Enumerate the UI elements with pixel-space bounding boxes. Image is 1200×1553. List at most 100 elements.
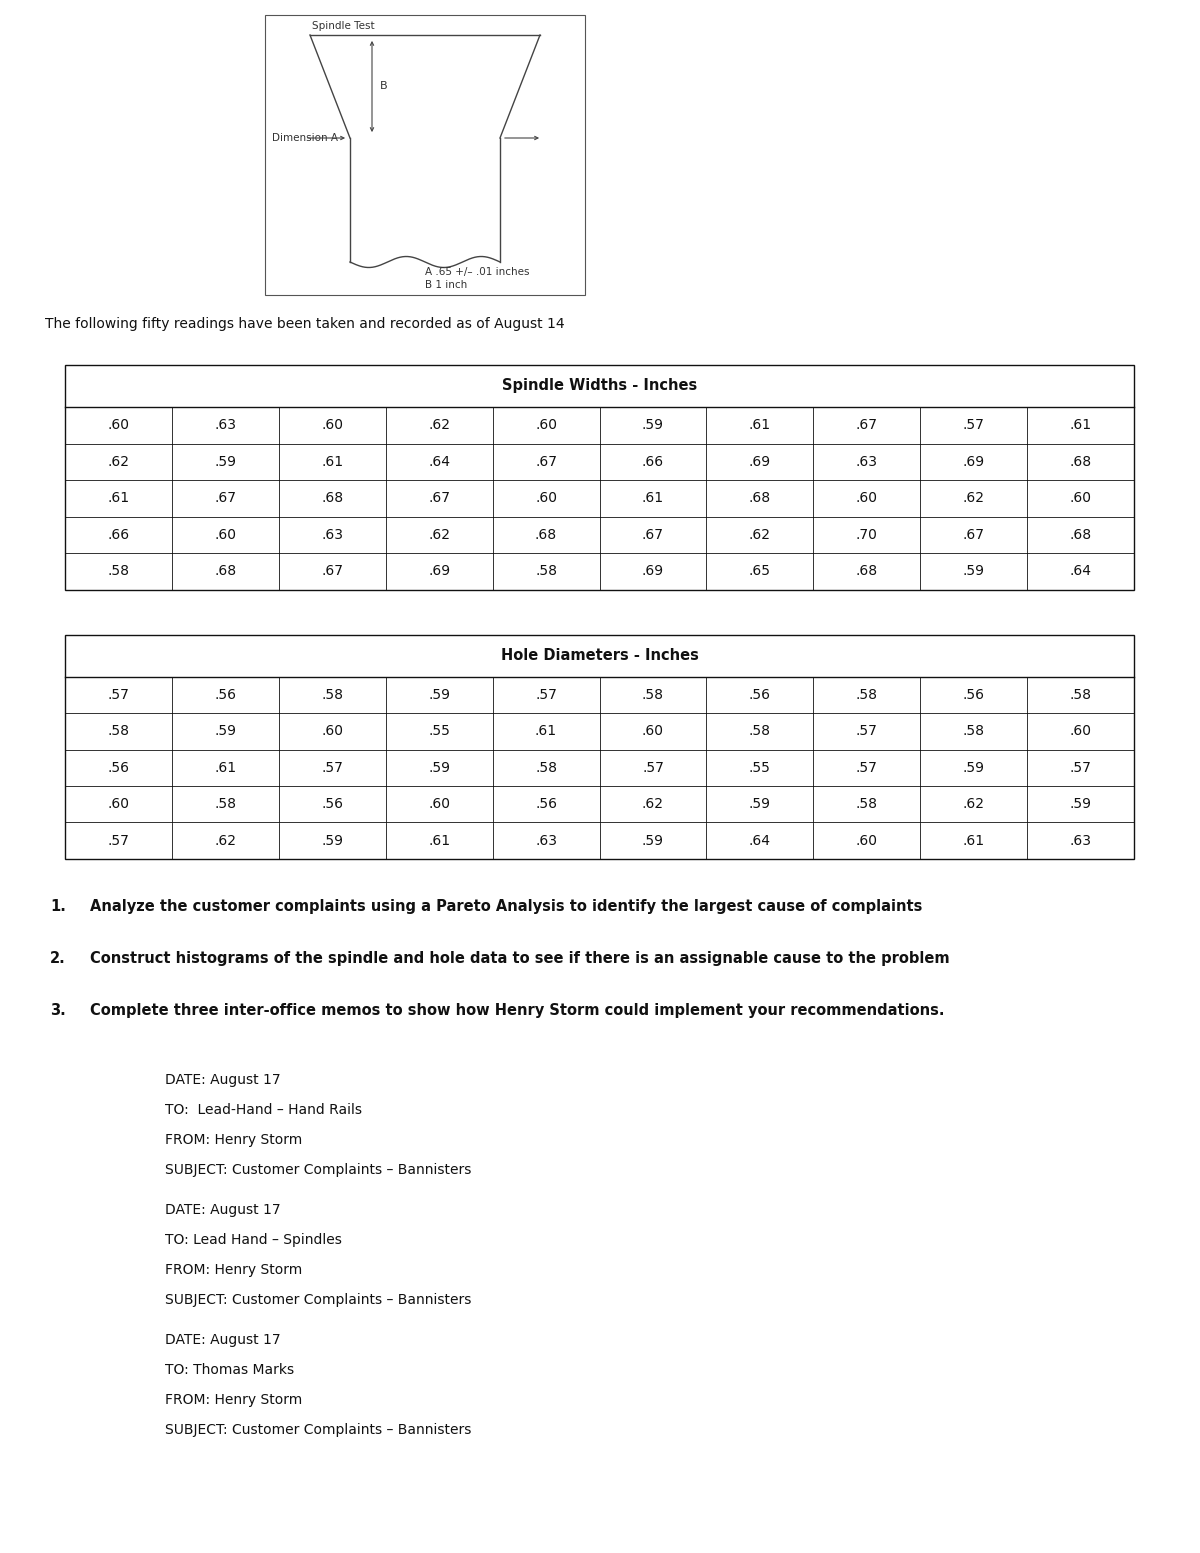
Text: .58: .58 (856, 797, 877, 811)
Text: .63: .63 (535, 834, 557, 848)
Text: .59: .59 (962, 761, 985, 775)
Text: .57: .57 (642, 761, 664, 775)
Text: .59: .59 (215, 455, 236, 469)
Text: .66: .66 (107, 528, 130, 542)
Text: FROM: Henry Storm: FROM: Henry Storm (166, 1263, 302, 1277)
Text: B: B (380, 81, 388, 92)
Text: .59: .59 (749, 797, 770, 811)
Text: .62: .62 (428, 418, 450, 432)
Text: .57: .57 (962, 418, 984, 432)
Text: .60: .60 (1069, 491, 1092, 505)
Text: .60: .60 (108, 797, 130, 811)
Text: .60: .60 (856, 834, 877, 848)
Text: .59: .59 (642, 418, 664, 432)
Text: .58: .58 (215, 797, 236, 811)
Text: .59: .59 (962, 564, 985, 578)
Text: FROM: Henry Storm: FROM: Henry Storm (166, 1134, 302, 1148)
Text: .59: .59 (428, 688, 450, 702)
Text: .68: .68 (856, 564, 878, 578)
Text: Spindle Widths - Inches: Spindle Widths - Inches (502, 379, 697, 393)
Text: .60: .60 (535, 418, 557, 432)
Text: .68: .68 (1069, 455, 1092, 469)
Bar (65, 365, 1134, 590)
Text: .65: .65 (749, 564, 770, 578)
Text: .58: .58 (856, 688, 877, 702)
Text: Dimension A: Dimension A (272, 134, 338, 143)
Text: .62: .62 (108, 455, 130, 469)
Text: .67: .67 (535, 455, 557, 469)
Bar (65, 635, 1134, 859)
Text: .58: .58 (108, 724, 130, 738)
Text: .58: .58 (962, 724, 985, 738)
Text: .60: .60 (108, 418, 130, 432)
Text: .60: .60 (428, 797, 450, 811)
Text: .61: .61 (322, 455, 343, 469)
Text: .61: .61 (1069, 418, 1092, 432)
Text: The following fifty readings have been taken and recorded as of August 14: The following fifty readings have been t… (46, 317, 565, 331)
Text: .68: .68 (535, 528, 557, 542)
Text: .59: .59 (642, 834, 664, 848)
Text: .56: .56 (749, 688, 770, 702)
Text: TO: Thomas Marks: TO: Thomas Marks (166, 1364, 294, 1378)
Text: .61: .61 (962, 834, 985, 848)
Text: .58: .58 (749, 724, 770, 738)
Text: .67: .67 (322, 564, 343, 578)
Text: .61: .61 (107, 491, 130, 505)
Text: .64: .64 (1069, 564, 1092, 578)
Text: .67: .67 (856, 418, 877, 432)
Text: .56: .56 (962, 688, 985, 702)
Text: .62: .62 (642, 797, 664, 811)
Text: .58: .58 (108, 564, 130, 578)
Text: .56: .56 (535, 797, 557, 811)
Text: .69: .69 (749, 455, 770, 469)
Text: .62: .62 (749, 528, 770, 542)
Text: .60: .60 (322, 724, 343, 738)
Text: .70: .70 (856, 528, 877, 542)
Text: Construct histograms of the spindle and hole data to see if there is an assignab: Construct histograms of the spindle and … (90, 950, 949, 966)
Text: .68: .68 (322, 491, 343, 505)
Text: DATE: August 17: DATE: August 17 (166, 1073, 281, 1087)
Text: .57: .57 (108, 688, 130, 702)
Text: .61: .61 (749, 418, 770, 432)
Text: .61: .61 (215, 761, 236, 775)
Text: .58: .58 (535, 761, 557, 775)
Text: .57: .57 (1069, 761, 1092, 775)
Text: .61: .61 (642, 491, 664, 505)
Text: .62: .62 (428, 528, 450, 542)
Text: .69: .69 (962, 455, 985, 469)
Text: Hole Diameters - Inches: Hole Diameters - Inches (500, 648, 698, 663)
Text: SUBJECT: Customer Complaints – Bannisters: SUBJECT: Customer Complaints – Bannister… (166, 1294, 472, 1308)
Bar (265, 16, 586, 295)
Text: .60: .60 (1069, 724, 1092, 738)
Text: .56: .56 (108, 761, 130, 775)
Text: .67: .67 (215, 491, 236, 505)
Text: .59: .59 (215, 724, 236, 738)
Text: .57: .57 (322, 761, 343, 775)
Text: .57: .57 (856, 761, 877, 775)
Text: Analyze the customer complaints using a Pareto Analysis to identify the largest : Analyze the customer complaints using a … (90, 899, 923, 915)
Text: .64: .64 (428, 455, 450, 469)
Text: .57: .57 (108, 834, 130, 848)
Text: .62: .62 (962, 797, 985, 811)
Text: .56: .56 (215, 688, 236, 702)
Text: .57: .57 (535, 688, 557, 702)
Text: 2.: 2. (50, 950, 66, 966)
Text: Spindle Test: Spindle Test (312, 22, 374, 31)
Text: .60: .60 (535, 491, 557, 505)
Text: SUBJECT: Customer Complaints – Bannisters: SUBJECT: Customer Complaints – Bannister… (166, 1423, 472, 1437)
Text: .68: .68 (215, 564, 236, 578)
Text: .58: .58 (322, 688, 343, 702)
Text: DATE: August 17: DATE: August 17 (166, 1332, 281, 1346)
Text: .66: .66 (642, 455, 664, 469)
Text: .63: .63 (1069, 834, 1092, 848)
Text: .60: .60 (856, 491, 877, 505)
Text: .56: .56 (322, 797, 343, 811)
Text: .59: .59 (428, 761, 450, 775)
Text: B 1 inch: B 1 inch (425, 280, 467, 290)
Text: .68: .68 (1069, 528, 1092, 542)
Text: .57: .57 (856, 724, 877, 738)
Text: .60: .60 (215, 528, 236, 542)
Text: .67: .67 (428, 491, 450, 505)
Text: .68: .68 (749, 491, 770, 505)
Text: .69: .69 (428, 564, 450, 578)
